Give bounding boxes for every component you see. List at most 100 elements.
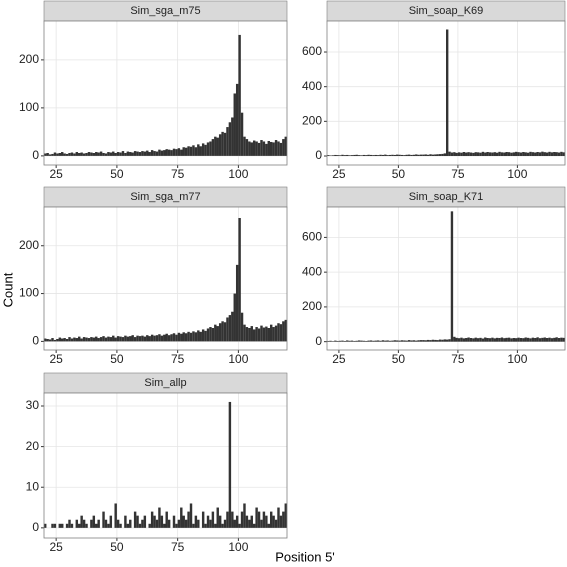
bar xyxy=(536,152,539,156)
bar xyxy=(505,337,508,342)
bar xyxy=(199,146,202,156)
bar xyxy=(265,326,268,342)
x-tick-label: 75 xyxy=(171,167,185,181)
bar xyxy=(206,142,210,156)
bar xyxy=(131,152,134,156)
bar xyxy=(453,152,456,156)
bar xyxy=(415,154,418,156)
x-tick-label: 75 xyxy=(171,352,185,366)
bar xyxy=(46,153,49,156)
bar xyxy=(396,154,399,156)
bar xyxy=(474,152,477,156)
y-tick-label: 100 xyxy=(19,100,39,114)
bar xyxy=(102,153,105,156)
bar xyxy=(510,152,513,156)
bar xyxy=(192,145,195,156)
bar xyxy=(206,515,210,528)
bar xyxy=(182,332,185,342)
bar xyxy=(334,340,337,342)
bar xyxy=(388,154,392,156)
bar xyxy=(534,152,537,156)
bar xyxy=(201,511,205,528)
bar xyxy=(503,338,506,342)
bar xyxy=(486,152,489,156)
bar xyxy=(104,519,108,528)
bar xyxy=(284,319,287,342)
x-tick-label: 25 xyxy=(49,167,63,181)
bar xyxy=(424,340,427,342)
bar xyxy=(155,519,159,528)
bar xyxy=(248,141,251,156)
bar xyxy=(68,337,71,342)
bar xyxy=(384,340,387,342)
bar xyxy=(365,155,368,156)
bar xyxy=(138,152,142,156)
bar xyxy=(238,523,241,528)
y-tick-label: 200 xyxy=(19,238,39,252)
bar xyxy=(177,148,181,156)
bar xyxy=(329,340,332,342)
panel-background xyxy=(44,207,287,350)
bar xyxy=(541,337,544,342)
bar xyxy=(257,142,261,156)
bar xyxy=(250,326,253,342)
bar xyxy=(529,338,532,342)
bar xyxy=(70,152,74,156)
bar xyxy=(231,511,234,528)
bar xyxy=(143,151,147,156)
bar xyxy=(407,340,411,342)
x-tick-label: 100 xyxy=(228,540,248,554)
bar xyxy=(534,338,537,342)
bar xyxy=(75,152,79,156)
bar xyxy=(97,338,100,342)
bar xyxy=(175,149,178,156)
bar xyxy=(146,335,149,342)
x-tick-label: 25 xyxy=(49,352,63,366)
bar xyxy=(238,218,241,342)
bar xyxy=(204,523,207,528)
bar xyxy=(109,337,113,342)
bar xyxy=(403,340,406,342)
x-tick-label: 75 xyxy=(451,167,465,181)
bar xyxy=(58,523,62,528)
bar xyxy=(104,153,108,156)
bar xyxy=(107,152,110,156)
bar xyxy=(400,340,404,342)
bar xyxy=(260,140,263,156)
bar xyxy=(136,335,139,342)
bar xyxy=(51,153,54,156)
bar xyxy=(92,515,96,528)
bar xyxy=(374,154,377,156)
bar xyxy=(148,336,151,342)
bar xyxy=(391,154,394,156)
bar xyxy=(107,336,110,342)
bar xyxy=(260,519,263,528)
bar xyxy=(163,334,166,342)
bar xyxy=(548,337,551,342)
bar xyxy=(119,152,122,156)
bar xyxy=(252,523,256,528)
bar xyxy=(348,155,351,156)
bar xyxy=(138,523,142,528)
bar xyxy=(505,152,508,156)
bar xyxy=(262,511,266,528)
bar xyxy=(476,152,480,156)
bar xyxy=(512,338,516,342)
bar xyxy=(221,131,224,156)
bar xyxy=(355,340,358,342)
bar xyxy=(214,324,217,342)
bar xyxy=(214,136,217,156)
bar xyxy=(250,142,253,156)
bar xyxy=(417,154,420,156)
bar xyxy=(56,153,59,156)
bar xyxy=(63,153,66,156)
bar xyxy=(446,29,449,156)
bar xyxy=(484,152,487,156)
bar xyxy=(562,337,565,342)
bar xyxy=(386,340,389,342)
bar xyxy=(209,141,212,156)
strip-text: Sim_soap_K69 xyxy=(409,5,484,17)
y-tick-label: 200 xyxy=(302,114,322,128)
y-tick-label: 200 xyxy=(302,299,322,313)
y-tick-label: 100 xyxy=(19,286,39,300)
